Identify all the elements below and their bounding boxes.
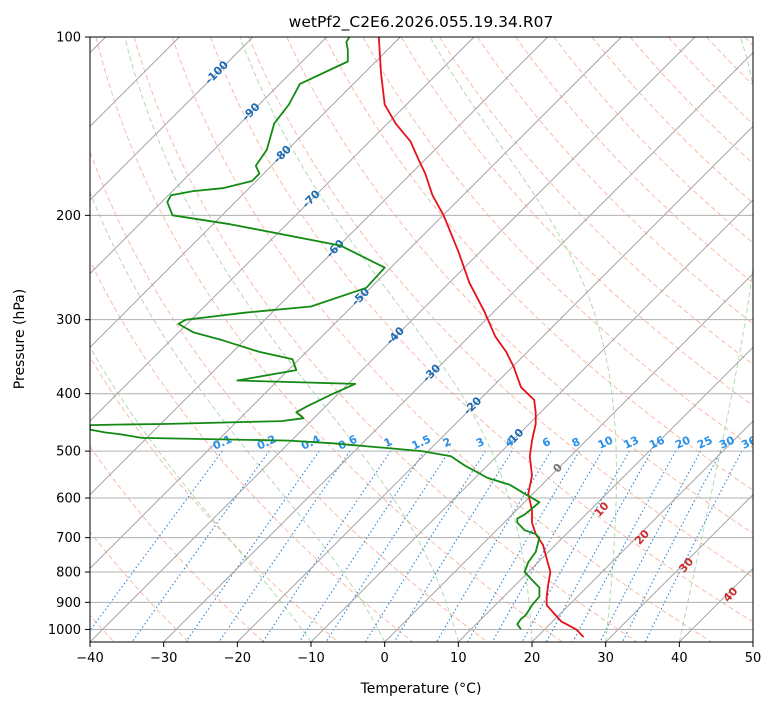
x-tick-label: 30	[597, 651, 614, 666]
mixing-ratio-line	[393, 450, 513, 642]
mixing-ratio-line	[572, 450, 677, 642]
y-axis-label: Pressure (hPa)	[12, 289, 28, 389]
x-tick-label: 50	[745, 651, 762, 666]
x-tick-label: −30	[150, 651, 177, 666]
moist-adiabat-line	[124, 37, 459, 642]
x-tick-label: −40	[76, 651, 103, 666]
mixing-ratio-label: 36	[739, 433, 759, 451]
isotherm-line	[752, 641, 753, 642]
mixing-ratio-line	[545, 450, 653, 642]
y-tick-label: 1000	[48, 623, 81, 638]
mixing-ratio-line	[218, 450, 351, 642]
y-tick-label: 200	[56, 209, 81, 224]
isotherm-line	[90, 37, 401, 348]
isotherm-line	[90, 37, 622, 569]
y-tick-label: 300	[56, 313, 81, 328]
dry-adiabat-line	[515, 37, 753, 284]
dry-adiabat-line	[286, 37, 753, 534]
isotherm-line	[90, 37, 696, 642]
chart-title: wetPf2_C2E6.2026.055.19.34.R07	[289, 13, 554, 32]
mixing-ratio-label: 30	[717, 433, 737, 451]
moist-adiabat-line	[90, 190, 386, 642]
pressure-gridlines	[90, 37, 753, 630]
mixing-ratio-label: 16	[647, 433, 667, 451]
mixing-ratio-line	[491, 450, 603, 642]
isotherm-line	[90, 37, 327, 275]
y-tick-label: 600	[56, 492, 81, 507]
x-tick-label: −20	[224, 651, 251, 666]
plot-background	[90, 37, 753, 642]
profile-series	[90, 37, 585, 638]
y-tick-label: 500	[56, 445, 81, 460]
mixing-ratio-line	[364, 450, 486, 642]
dry-adiabat-line	[438, 37, 753, 366]
isotherm-line	[90, 37, 475, 422]
dry-adiabat-line	[553, 37, 753, 244]
x-tick-label: 40	[671, 651, 688, 666]
dry-adiabat-line	[95, 37, 563, 642]
x-tick-label: 0	[381, 651, 389, 666]
dry-adiabat-line	[90, 259, 414, 642]
plot-frame	[89, 36, 754, 643]
y-tick-label: 800	[56, 566, 81, 581]
moist-adiabat-line	[429, 37, 617, 642]
x-axis-label: Temperature (°C)	[360, 681, 482, 697]
x-tick-label: 20	[524, 651, 541, 666]
isotherm-line	[90, 37, 548, 496]
mixing-ratio-line	[185, 450, 320, 642]
dry-adiabat-line	[133, 37, 638, 642]
y-tick-label: 100	[56, 31, 81, 46]
x-axis: −40 −30 −20 −10 0 10 20 30 40 50	[76, 642, 761, 666]
isotherm-line	[237, 125, 753, 642]
background-lines	[90, 37, 753, 642]
y-axis: 100 200 300 400 500 600 700 800 900 1000	[48, 31, 90, 638]
dry-adiabat-line	[324, 37, 753, 491]
dry-adiabat-line	[171, 37, 712, 642]
isotherm-line	[163, 52, 753, 642]
mixing-ratio-line	[131, 450, 270, 642]
moist-adiabat-line	[239, 37, 533, 642]
isotherm-line	[531, 420, 753, 642]
isotherm-line	[458, 346, 753, 642]
dry-adiabat-line	[400, 37, 753, 407]
dry-adiabat-line	[210, 37, 753, 623]
mixing-ratio-label: 20	[673, 433, 693, 451]
x-tick-label: 10	[450, 651, 467, 666]
x-tick-label: −10	[297, 651, 324, 666]
y-tick-label: 400	[56, 387, 81, 402]
mixing-ratio-label: 13	[622, 434, 641, 452]
mixing-ratio-line	[599, 450, 701, 642]
dry-adiabat-line	[629, 37, 753, 165]
mixing-ratio-label: 10	[596, 433, 616, 451]
y-tick-label: 700	[56, 531, 81, 546]
moist-adiabat-line	[678, 37, 753, 642]
mixing-ratio-line	[521, 450, 630, 642]
mixing-ratio-label: 25	[695, 434, 714, 452]
y-tick-label: 900	[56, 596, 81, 611]
mixing-ratio-line	[467, 450, 580, 642]
mixing-ratio-line	[621, 450, 722, 642]
isotherm-line	[384, 273, 753, 642]
isotherm-line	[605, 494, 753, 642]
isotherm-line	[310, 199, 753, 642]
dewpoint-profile-line	[90, 37, 541, 630]
temperature-profile-line	[377, 37, 585, 638]
dry-adiabat-line	[90, 445, 264, 642]
dry-adiabat-line	[248, 37, 753, 578]
isotherm-line	[90, 37, 254, 201]
